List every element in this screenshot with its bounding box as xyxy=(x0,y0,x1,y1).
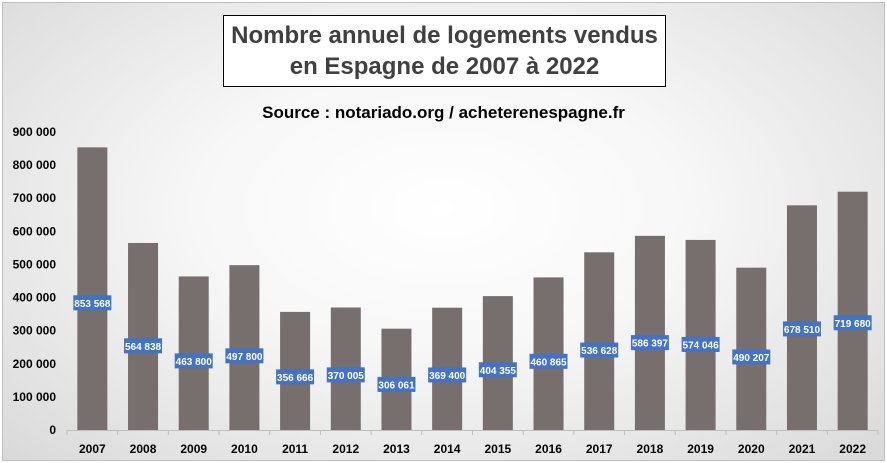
bar xyxy=(128,242,159,430)
y-tick-label: 800 000 xyxy=(13,158,57,172)
data-label-box xyxy=(580,342,619,358)
bar xyxy=(736,267,767,430)
data-label-box xyxy=(732,349,771,365)
bar xyxy=(685,239,716,430)
data-label-box xyxy=(782,321,821,337)
data-label-box xyxy=(377,376,416,392)
data-label: 719 680 xyxy=(835,319,872,330)
data-label-box xyxy=(124,338,163,354)
y-tick-label: 600 000 xyxy=(13,224,57,238)
x-tick-label: 2021 xyxy=(789,442,816,456)
data-label-box xyxy=(276,369,315,385)
data-label: 404 355 xyxy=(480,366,517,377)
y-tick-label: 300 000 xyxy=(13,324,57,338)
x-tick-label: 2020 xyxy=(738,442,765,456)
y-tick-label: 200 000 xyxy=(13,357,57,371)
bar xyxy=(178,276,209,430)
y-tick-label: 0 xyxy=(49,423,56,437)
data-label: 497 800 xyxy=(226,352,263,363)
data-label: 460 865 xyxy=(530,357,567,368)
data-label-box xyxy=(326,367,365,383)
bar xyxy=(77,147,108,430)
x-tick-label: 2008 xyxy=(130,442,157,456)
x-tick-label: 2012 xyxy=(332,442,359,456)
y-tick-label: 500 000 xyxy=(13,257,57,271)
data-label: 369 400 xyxy=(429,371,466,382)
y-tick-label: 900 000 xyxy=(13,125,57,139)
y-tick-label: 400 000 xyxy=(13,291,57,305)
x-tick-label: 2015 xyxy=(484,442,511,456)
data-label-box xyxy=(478,362,517,378)
x-tick-label: 2007 xyxy=(79,442,106,456)
x-tick-label: 2017 xyxy=(586,442,613,456)
data-label-box xyxy=(428,367,467,383)
data-label: 586 397 xyxy=(632,339,669,350)
data-label-box xyxy=(225,348,264,364)
data-label: 370 005 xyxy=(328,371,365,382)
data-label: 490 207 xyxy=(733,353,770,364)
data-label-box xyxy=(630,335,669,351)
bar xyxy=(837,191,868,430)
x-tick-label: 2013 xyxy=(383,442,410,456)
x-tick-label: 2019 xyxy=(687,442,714,456)
data-label: 463 800 xyxy=(176,357,213,368)
bar xyxy=(584,252,615,430)
x-tick-label: 2018 xyxy=(637,442,664,456)
bar xyxy=(229,265,260,430)
data-label-box xyxy=(73,295,112,311)
data-label-box xyxy=(529,353,568,369)
data-label: 536 628 xyxy=(581,346,618,357)
data-label-box xyxy=(833,315,872,331)
data-label-box xyxy=(681,336,720,352)
data-label: 853 568 xyxy=(74,299,111,310)
x-tick-label: 2016 xyxy=(535,442,562,456)
data-label: 306 061 xyxy=(378,380,415,391)
bar xyxy=(786,205,817,430)
data-label: 564 838 xyxy=(125,342,162,353)
y-tick-label: 700 000 xyxy=(13,191,57,205)
x-tick-label: 2010 xyxy=(231,442,258,456)
chart-title-line-2: en Espagne de 2007 à 2022 xyxy=(289,53,600,80)
bar xyxy=(634,235,665,430)
x-tick-label: 2009 xyxy=(180,442,207,456)
data-label: 678 510 xyxy=(784,325,821,336)
y-tick-label: 100 000 xyxy=(13,390,57,404)
bar xyxy=(533,277,564,430)
x-tick-label: 2022 xyxy=(839,442,866,456)
chart-title-box: Nombre annuel de logements vendus en Esp… xyxy=(223,15,666,87)
chart-title-line-1: Nombre annuel de logements vendus xyxy=(231,22,658,49)
data-label-box xyxy=(174,353,213,369)
x-tick-label: 2014 xyxy=(434,442,461,456)
x-tick-label: 2011 xyxy=(282,442,308,456)
data-label: 356 666 xyxy=(277,373,314,384)
chart-subtitle: Source : notariado.org / acheterenespagn… xyxy=(262,103,625,122)
data-label: 574 046 xyxy=(683,340,720,351)
